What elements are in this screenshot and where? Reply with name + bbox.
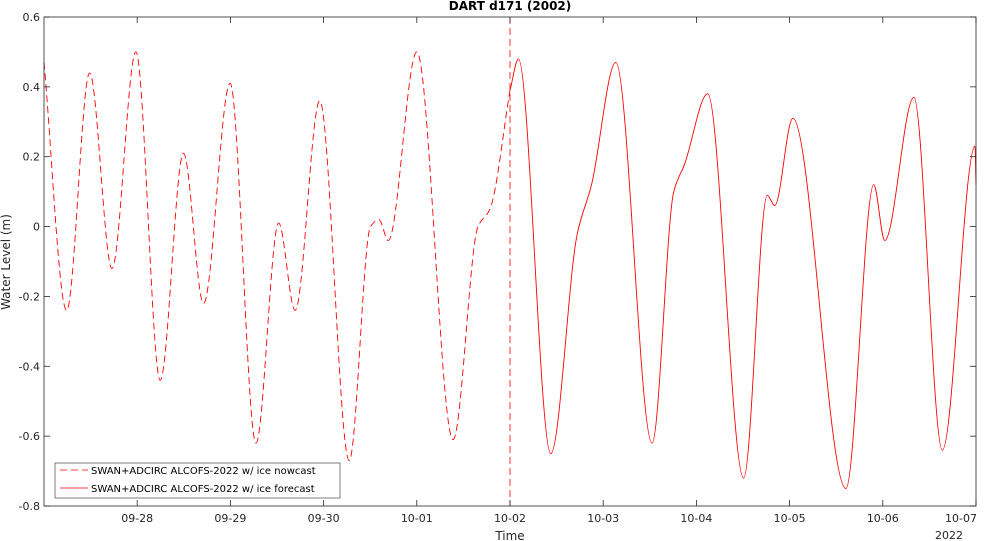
x-tick-label: 09-30 <box>308 512 340 525</box>
x-tick-label: 09-29 <box>214 512 246 525</box>
x-axis-year-label: 2022 <box>935 529 963 541</box>
x-tick-label: 10-01 <box>401 512 433 525</box>
x-axis-label: Time <box>494 529 524 541</box>
chart-title: DART d171 (2002) <box>449 0 572 13</box>
x-tick-label: 10-07 <box>945 512 977 525</box>
y-tick-label: -0.6 <box>19 430 40 443</box>
y-tick-label: -0.8 <box>19 500 40 513</box>
data-curves <box>43 51 977 489</box>
x-tick-label: 10-03 <box>587 512 619 525</box>
legend-box <box>54 462 341 499</box>
y-tick-label: 0 <box>33 221 40 234</box>
y-tick-label: 0.6 <box>23 11 41 24</box>
x-tick-label: 10-06 <box>867 512 899 525</box>
legend: SWAN+ADCIRC ALCOFS-2022 w/ ice nowcast S… <box>54 462 341 499</box>
axis-ticks: -0.8 -0.6 -0.4 -0.2 0 0.2 0.4 0.6 09-28 09-29 09-3… <box>19 11 977 525</box>
y-tick-label: 0.4 <box>23 81 41 94</box>
y-tick-label: 0.2 <box>23 151 41 164</box>
x-tick-label: 10-02 <box>494 512 526 525</box>
y-tick-label: -0.4 <box>19 360 40 373</box>
x-tick-label: 10-05 <box>774 512 806 525</box>
legend-label-nowcast: SWAN+ADCIRC ALCOFS-2022 w/ ice nowcast <box>91 466 316 477</box>
y-tick-label: -0.2 <box>19 290 40 303</box>
series-line-forecast <box>509 58 977 489</box>
x-tick-label: 09-28 <box>121 512 153 525</box>
legend-label-forecast: SWAN+ADCIRC ALCOFS-2022 w/ ice forecast <box>91 484 315 495</box>
x-tick-label: 10-04 <box>680 512 712 525</box>
y-axis-label: Water Level (m) <box>0 214 13 310</box>
